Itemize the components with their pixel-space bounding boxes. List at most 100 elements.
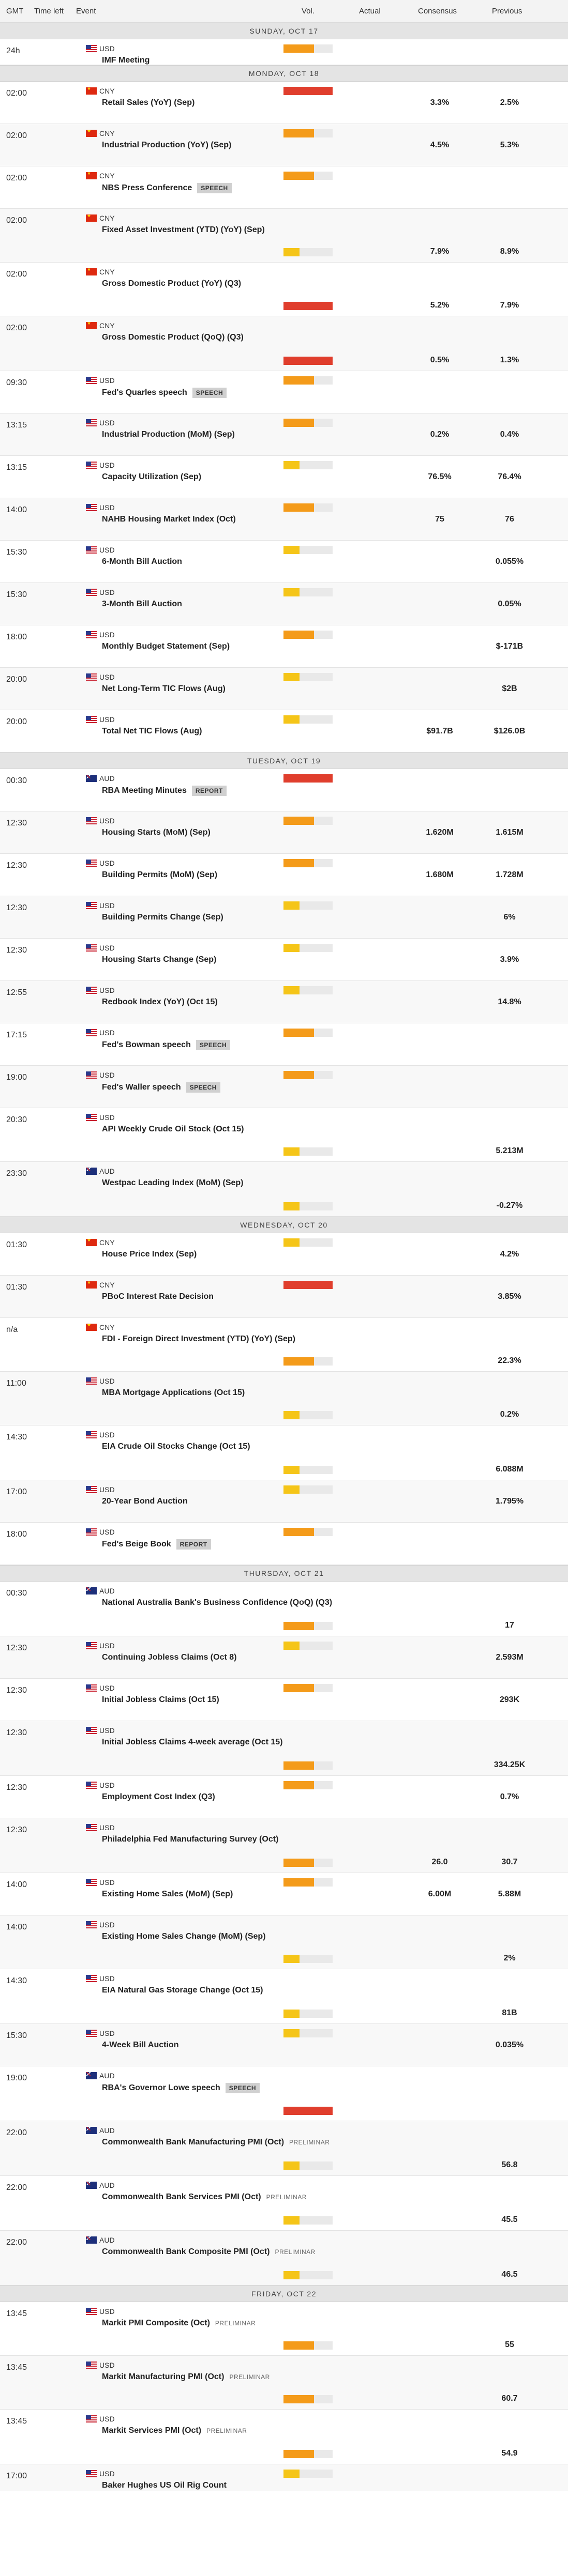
- event-name[interactable]: Baker Hughes US Oil Rig Count: [102, 2481, 227, 2490]
- event-title[interactable]: 4-Week Bill Auction: [102, 2041, 179, 2049]
- event-row[interactable]: 18:00 USD Monthly Budget Statement (Sep) $-…: [0, 625, 568, 668]
- event-title[interactable]: Retail Sales (YoY) (Sep): [102, 98, 195, 107]
- event-title[interactable]: Westpac Leading Index (MoM) (Sep): [102, 1178, 244, 1187]
- event-row[interactable]: 02:00 CNY Gross Domestic Product (QoQ) (Q3…: [0, 316, 568, 371]
- event-row[interactable]: 13:45 USD Markit Services PMI (Oct) PRELIMI…: [0, 2410, 568, 2464]
- event-title[interactable]: API Weekly Crude Oil Stock (Oct 15): [102, 1125, 244, 1133]
- event-title[interactable]: Capacity Utilization (Sep): [102, 472, 202, 481]
- event-name[interactable]: RBA's Governor Lowe speech SPEECH: [102, 2083, 260, 2093]
- event-row[interactable]: 20:30 USD API Weekly Crude Oil Stock (Oct …: [0, 1108, 568, 1162]
- event-title[interactable]: Markit PMI Composite (Oct): [102, 2319, 210, 2327]
- event-title[interactable]: Commonwealth Bank Composite PMI (Oct): [102, 2247, 270, 2256]
- event-title[interactable]: FDI - Foreign Direct Investment (YTD) (Y…: [102, 1335, 295, 1343]
- event-row[interactable]: 02:00 CNY Industrial Production (YoY) (Sep…: [0, 124, 568, 166]
- event-name[interactable]: EIA Crude Oil Stocks Change (Oct 15): [102, 1442, 250, 1451]
- event-row[interactable]: 02:00 CNY Retail Sales (YoY) (Sep) 3.3% 2.5%: [0, 82, 568, 124]
- event-title[interactable]: EIA Natural Gas Storage Change (Oct 15): [102, 1986, 263, 1995]
- event-title[interactable]: Fed's Quarles speech: [102, 388, 187, 397]
- event-title[interactable]: Baker Hughes US Oil Rig Count: [102, 2481, 227, 2490]
- event-row[interactable]: 23:30 AUD Westpac Leading Index (MoM) (Sep…: [0, 1162, 568, 1217]
- event-row[interactable]: 12:30 USD Initial Jobless Claims 4-week av…: [0, 1721, 568, 1776]
- event-name[interactable]: 20-Year Bond Auction: [102, 1497, 188, 1506]
- event-name[interactable]: Employment Cost Index (Q3): [102, 1792, 215, 1802]
- event-name[interactable]: FDI - Foreign Direct Investment (YTD) (Y…: [102, 1335, 295, 1344]
- event-row[interactable]: 02:00 CNY NBS Press Conference SPEECH: [0, 166, 568, 209]
- event-row[interactable]: 15:30 USD 3-Month Bill Auction 0.05%: [0, 583, 568, 625]
- event-row[interactable]: 13:15 USD Industrial Production (MoM) (Sep…: [0, 413, 568, 456]
- event-title[interactable]: Building Permits Change (Sep): [102, 913, 223, 922]
- event-title[interactable]: Total Net TIC Flows (Aug): [102, 727, 202, 735]
- event-row[interactable]: 14:30 USD EIA Natural Gas Storage Change (…: [0, 1969, 568, 2024]
- event-row[interactable]: 02:00 CNY Gross Domestic Product (YoY) (Q3…: [0, 263, 568, 316]
- event-title[interactable]: 3-Month Bill Auction: [102, 600, 182, 608]
- event-name[interactable]: Fed's Quarles speech SPEECH: [102, 388, 227, 398]
- event-row[interactable]: 11:00 USD MBA Mortgage Applications (Oct 1…: [0, 1372, 568, 1425]
- event-title[interactable]: EIA Crude Oil Stocks Change (Oct 15): [102, 1442, 250, 1451]
- event-title[interactable]: IMF Meeting: [102, 56, 150, 65]
- event-name[interactable]: Industrial Production (YoY) (Sep): [102, 141, 231, 150]
- event-title[interactable]: 6-Month Bill Auction: [102, 557, 182, 566]
- event-name[interactable]: Capacity Utilization (Sep): [102, 472, 201, 482]
- event-title[interactable]: Existing Home Sales (MoM) (Sep): [102, 1890, 233, 1898]
- event-name[interactable]: API Weekly Crude Oil Stock (Oct 15): [102, 1125, 244, 1134]
- event-name[interactable]: National Australia Bank's Business Confi…: [102, 1598, 332, 1607]
- event-title[interactable]: Gross Domestic Product (QoQ) (Q3): [102, 333, 244, 342]
- event-name[interactable]: Initial Jobless Claims (Oct 15): [102, 1695, 219, 1705]
- event-row[interactable]: n/a CNY FDI - Foreign Direct Investment (Y…: [0, 1318, 568, 1372]
- event-row[interactable]: 14:00 USD NAHB Housing Market Index (Oct) 7…: [0, 498, 568, 541]
- event-name[interactable]: Building Permits Change (Sep): [102, 913, 223, 922]
- event-title[interactable]: Philadelphia Fed Manufacturing Survey (O…: [102, 1835, 279, 1844]
- event-row[interactable]: 00:30 AUD RBA Meeting Minutes REPORT: [0, 769, 568, 811]
- event-title[interactable]: Initial Jobless Claims (Oct 15): [102, 1695, 219, 1704]
- event-name[interactable]: IMF Meeting: [102, 56, 150, 65]
- event-title[interactable]: Industrial Production (MoM) (Sep): [102, 430, 235, 439]
- event-title[interactable]: Fed's Waller speech: [102, 1083, 181, 1092]
- event-row[interactable]: 09:30 USD Fed's Quarles speech SPEECH: [0, 371, 568, 413]
- event-row[interactable]: 20:00 USD Net Long-Term TIC Flows (Aug) $2B: [0, 668, 568, 710]
- event-row[interactable]: 20:00 USD Total Net TIC Flows (Aug) $91.7B $…: [0, 710, 568, 753]
- event-row[interactable]: 13:15 USD Capacity Utilization (Sep) 76.5% 7…: [0, 456, 568, 498]
- event-row[interactable]: 13:45 USD Markit Manufacturing PMI (Oct) PR…: [0, 2356, 568, 2410]
- event-title[interactable]: House Price Index (Sep): [102, 1250, 197, 1259]
- event-row[interactable]: 14:00 USD Existing Home Sales Change (MoM)…: [0, 1915, 568, 1969]
- event-title[interactable]: Fed's Beige Book: [102, 1540, 171, 1548]
- event-row[interactable]: 02:00 CNY Fixed Asset Investment (YTD) (Yo…: [0, 209, 568, 263]
- event-row[interactable]: 01:30 CNY House Price Index (Sep) 4.2%: [0, 1233, 568, 1276]
- event-row[interactable]: 24h USD IMF Meeting: [0, 39, 568, 65]
- event-row[interactable]: 17:00 USD 20-Year Bond Auction 1.795%: [0, 1480, 568, 1523]
- event-title[interactable]: Monthly Budget Statement (Sep): [102, 642, 230, 651]
- event-name[interactable]: Commonwealth Bank Composite PMI (Oct) PRE…: [102, 2247, 316, 2257]
- event-name[interactable]: Housing Starts (MoM) (Sep): [102, 828, 211, 837]
- event-name[interactable]: Commonwealth Bank Manufacturing PMI (Oct…: [102, 2138, 330, 2147]
- event-row[interactable]: 14:30 USD EIA Crude Oil Stocks Change (Oct…: [0, 1425, 568, 1480]
- event-name[interactable]: Total Net TIC Flows (Aug): [102, 727, 202, 736]
- event-title[interactable]: PBoC Interest Rate Decision: [102, 1292, 214, 1301]
- event-title[interactable]: Gross Domestic Product (YoY) (Q3): [102, 279, 242, 288]
- event-name[interactable]: Housing Starts Change (Sep): [102, 955, 216, 964]
- event-name[interactable]: Markit Services PMI (Oct) PRELIMINAR: [102, 2426, 247, 2435]
- event-row[interactable]: 14:00 USD Existing Home Sales (MoM) (Sep) 6…: [0, 1873, 568, 1915]
- event-row[interactable]: 19:00 AUD RBA's Governor Lowe speech SPEECH: [0, 2066, 568, 2121]
- event-row[interactable]: 12:30 USD Building Permits (MoM) (Sep) 1.68…: [0, 854, 568, 896]
- event-name[interactable]: Retail Sales (YoY) (Sep): [102, 98, 195, 108]
- event-row[interactable]: 12:30 USD Housing Starts (MoM) (Sep) 1.620M…: [0, 811, 568, 854]
- event-title[interactable]: Housing Starts Change (Sep): [102, 955, 217, 964]
- event-name[interactable]: Initial Jobless Claims 4-week average (O…: [102, 1738, 283, 1747]
- event-name[interactable]: Commonwealth Bank Services PMI (Oct) PREL…: [102, 2192, 307, 2202]
- event-title[interactable]: Housing Starts (MoM) (Sep): [102, 828, 211, 837]
- event-title[interactable]: MBA Mortgage Applications (Oct 15): [102, 1388, 245, 1397]
- event-name[interactable]: EIA Natural Gas Storage Change (Oct 15): [102, 1986, 263, 1995]
- event-row[interactable]: 22:00 AUD Commonwealth Bank Manufacturing …: [0, 2121, 568, 2176]
- event-row[interactable]: 00:30 AUD National Australia Bank's Busine…: [0, 1582, 568, 1636]
- event-title[interactable]: RBA's Governor Lowe speech: [102, 2083, 220, 2092]
- event-name[interactable]: Markit Manufacturing PMI (Oct) PRELIMINAR: [102, 2372, 270, 2382]
- event-title[interactable]: Commonwealth Bank Manufacturing PMI (Oct…: [102, 2138, 285, 2146]
- event-name[interactable]: Existing Home Sales Change (MoM) (Sep): [102, 1932, 265, 1941]
- event-name[interactable]: Fixed Asset Investment (YTD) (YoY) (Sep): [102, 225, 265, 235]
- event-row[interactable]: 22:00 AUD Commonwealth Bank Services PMI (…: [0, 2176, 568, 2231]
- event-row[interactable]: 12:30 USD Philadelphia Fed Manufacturing S…: [0, 1818, 568, 1873]
- event-name[interactable]: Existing Home Sales (MoM) (Sep): [102, 1890, 233, 1899]
- event-title[interactable]: Initial Jobless Claims 4-week average (O…: [102, 1738, 283, 1746]
- event-name[interactable]: NAHB Housing Market Index (Oct): [102, 515, 236, 524]
- event-name[interactable]: Fed's Beige Book REPORT: [102, 1539, 211, 1550]
